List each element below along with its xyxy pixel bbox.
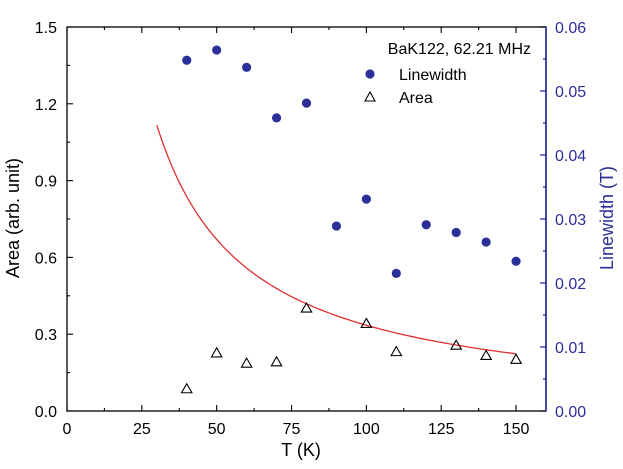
left-axis-title: Area (arb. unit)	[3, 158, 23, 278]
plot-frame	[66, 26, 547, 412]
linewidth-point	[331, 221, 342, 231]
area-point	[450, 339, 463, 350]
left-tick-labels: 0.0 0.3 0.6 0.9 1.2 1.5	[35, 20, 57, 421]
left-tick-label: 0.9	[35, 174, 57, 191]
legend-linewidth-marker	[365, 69, 375, 79]
x-tick-label: 125	[428, 421, 455, 438]
x-tick-label: 75	[283, 421, 301, 438]
right-tick-label: 0.05	[555, 84, 586, 101]
linewidth-series	[182, 45, 521, 278]
area-series	[180, 302, 523, 394]
left-tick-label: 1.5	[35, 20, 57, 37]
right-tick-label: 0.06	[555, 20, 586, 37]
area-point	[390, 345, 403, 357]
legend-area-label: Area	[399, 90, 433, 107]
area-point	[240, 357, 253, 368]
right-tick-label: 0.02	[555, 276, 586, 293]
left-tick-label: 0.3	[35, 327, 57, 344]
right-axis-title: Linewidth (T)	[597, 166, 617, 270]
x-tick-label: 25	[133, 421, 151, 438]
x-tick-labels: 0 25 50 75 100 125 150	[63, 421, 530, 438]
linewidth-point	[391, 268, 401, 278]
linewidth-point	[301, 98, 312, 108]
linewidth-point	[451, 227, 461, 238]
x-tick-label: 0	[63, 421, 72, 438]
right-tick-label: 0.01	[555, 340, 586, 357]
right-tick-label: 0.04	[555, 148, 586, 165]
linewidth-point	[271, 113, 282, 123]
x-tick-label: 150	[503, 421, 530, 438]
right-tick-labels: 0.00 0.01 0.02 0.03 0.04 0.05 0.06	[555, 20, 586, 421]
linewidth-point	[421, 220, 431, 230]
legend-linewidth-label: Linewidth	[399, 67, 467, 84]
linewidth-point	[212, 45, 222, 55]
left-tick-label: 0.0	[35, 404, 57, 421]
area-point	[210, 346, 223, 358]
area-point	[180, 382, 193, 394]
area-point	[270, 355, 283, 367]
area-point	[479, 349, 493, 361]
legend: BaK122, 62.21 MHz Linewidth Area	[364, 41, 531, 107]
area-point	[300, 302, 313, 313]
x-tick-label: 100	[353, 421, 380, 438]
linewidth-point	[481, 237, 491, 247]
tick-marks	[66, 26, 546, 412]
fit-curve	[156, 124, 517, 355]
x-axis-title: T (K)	[281, 440, 321, 460]
right-tick-label: 0.00	[555, 404, 586, 421]
linewidth-point	[511, 256, 521, 266]
linewidth-point	[242, 62, 252, 72]
right-tick-label: 0.03	[555, 212, 586, 229]
legend-area-marker	[364, 90, 376, 102]
legend-title: BaK122, 62.21 MHz	[388, 41, 531, 58]
area-point	[509, 353, 523, 364]
linewidth-point	[361, 194, 371, 204]
linewidth-point	[182, 55, 192, 65]
area-point	[360, 317, 373, 329]
x-tick-label: 50	[208, 421, 226, 438]
left-tick-label: 1.2	[35, 97, 57, 114]
left-tick-label: 0.6	[35, 250, 57, 267]
